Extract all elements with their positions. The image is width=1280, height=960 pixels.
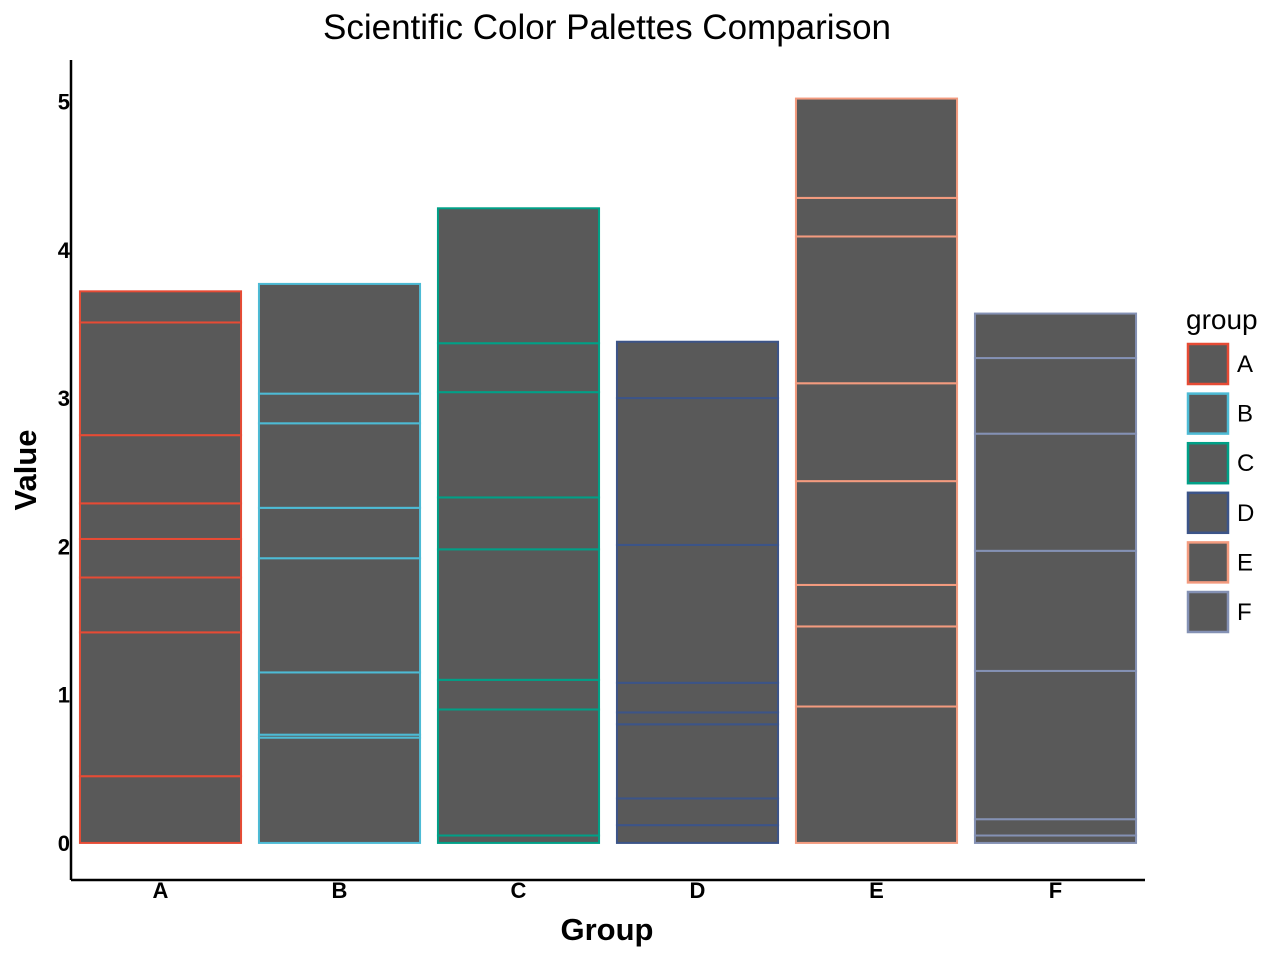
legend-title: group <box>1186 304 1258 335</box>
y-axis-title: Value <box>8 430 43 511</box>
bar-segment-f-6 <box>973 357 1138 435</box>
bar-segment-d-2 <box>615 797 780 827</box>
legend-swatch-e <box>1186 541 1230 584</box>
legend-swatch-f <box>1186 590 1230 634</box>
bar-segment-b-7 <box>257 392 422 425</box>
y-tick-label-1: 1 <box>58 683 70 708</box>
bar-segment-d-7 <box>615 397 780 546</box>
bar-segment-e-8 <box>794 97 959 199</box>
bar-segment-c-4 <box>436 548 601 681</box>
x-tick-label-a: A <box>153 878 169 903</box>
legend-label-f: F <box>1237 599 1252 626</box>
bar-segment-c-5 <box>436 496 601 551</box>
bar-segment-d-3 <box>615 723 780 800</box>
bar-segment-f-4 <box>973 549 1138 672</box>
bar-segment-c-2 <box>436 708 601 837</box>
bar-segment-e-1 <box>794 705 959 844</box>
bar-segment-d-8 <box>615 340 780 400</box>
legend-swatch-a <box>1186 342 1230 386</box>
legend-swatch-d <box>1186 491 1230 535</box>
bar-segment-a-2 <box>78 631 243 778</box>
legend-label-c: C <box>1237 450 1254 477</box>
x-tick-label-b: B <box>332 878 348 903</box>
bar-segment-b-8 <box>257 282 422 395</box>
bar-segment-e-6 <box>794 235 959 385</box>
bar-segment-e-2 <box>794 625 959 708</box>
bar-segment-f-1 <box>973 834 1138 844</box>
legend-label-b: B <box>1237 401 1253 428</box>
bar-segment-b-1 <box>257 736 422 844</box>
bar-segment-b-4 <box>257 557 422 674</box>
bars-layer <box>78 97 1138 844</box>
bar-segment-f-5 <box>973 432 1138 552</box>
bar-segment-f-7 <box>973 312 1138 360</box>
legend-label-a: A <box>1237 351 1253 378</box>
bar-segment-e-3 <box>794 583 959 628</box>
y-tick-label-3: 3 <box>58 386 70 411</box>
bar-segment-a-7 <box>78 321 243 437</box>
bar-segment-e-5 <box>794 382 959 483</box>
legend-swatch-b <box>1186 392 1230 435</box>
bar-segment-d-5 <box>615 681 780 714</box>
x-tick-label-f: F <box>1049 878 1062 903</box>
bar-segment-c-6 <box>436 391 601 499</box>
bar-segment-e-7 <box>794 196 959 238</box>
axes-layer: 0 1 2 3 4 5 A B C D E F <box>58 60 1145 903</box>
y-tick-label-4: 4 <box>58 238 71 263</box>
bar-segment-a-8 <box>78 290 243 324</box>
legend-swatch-c <box>1186 441 1230 485</box>
bar-segment-d-1 <box>615 824 780 844</box>
bar-segment-a-6 <box>78 434 243 505</box>
x-tick-label-e: E <box>869 878 884 903</box>
bar-segment-c-7 <box>436 342 601 394</box>
y-tick-label-0: 0 <box>58 831 70 856</box>
x-axis-title: Group <box>561 912 654 947</box>
y-tick-label-2: 2 <box>58 534 70 559</box>
bar-segment-f-3 <box>973 669 1138 821</box>
x-tick-label-c: C <box>511 878 527 903</box>
bar-segment-b-5 <box>257 506 422 560</box>
bar-segment-d-6 <box>615 543 780 684</box>
bar-segment-a-4 <box>78 537 243 579</box>
x-tick-label-d: D <box>690 878 706 903</box>
legend-label-e: E <box>1237 549 1253 576</box>
bar-segment-c-8 <box>436 207 601 345</box>
bar-segment-b-6 <box>257 422 422 509</box>
bar-segment-c-3 <box>436 678 601 711</box>
y-tick-label-5: 5 <box>58 90 70 115</box>
bar-segment-e-4 <box>794 480 959 586</box>
bar-segment-b-3 <box>257 671 422 736</box>
bar-segment-f-2 <box>973 818 1138 837</box>
bar-segment-a-1 <box>78 775 243 844</box>
bar-segment-a-3 <box>78 576 243 634</box>
legend-label-d: D <box>1237 500 1254 527</box>
bar-segment-a-5 <box>78 502 243 540</box>
bar-segment-d-4 <box>615 711 780 726</box>
chart-title: Scientific Color Palettes Comparison <box>323 8 891 47</box>
bar-segment-c-1 <box>436 834 601 844</box>
